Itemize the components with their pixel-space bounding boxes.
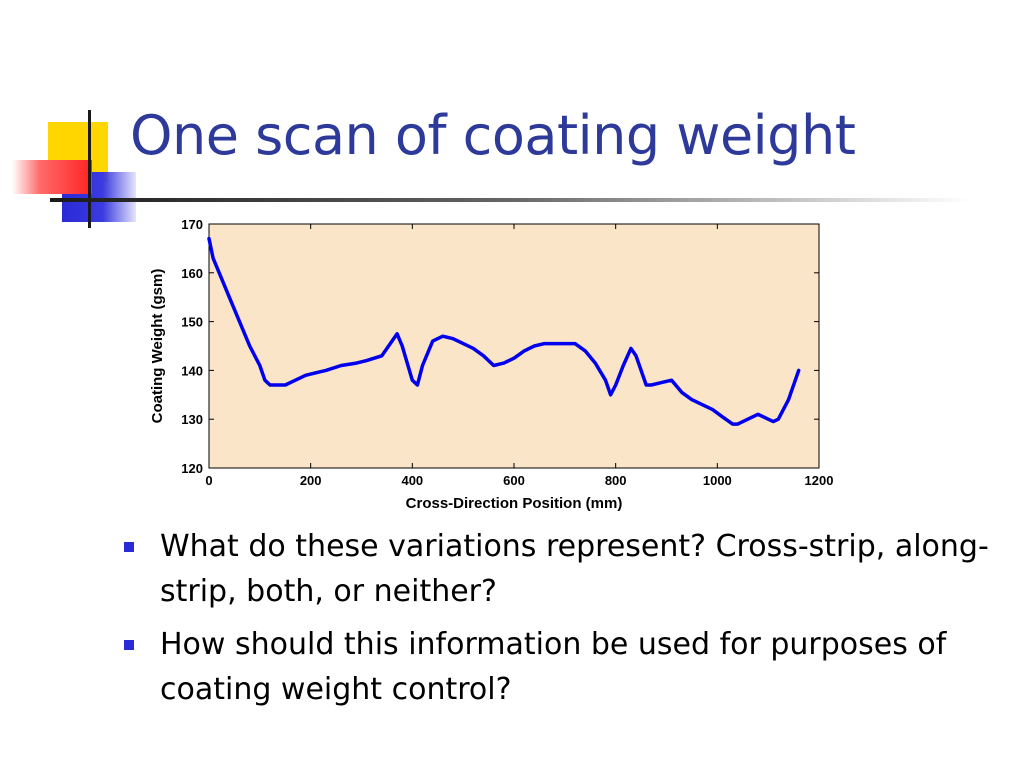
x-tick-label: 0: [205, 473, 212, 488]
bullet-list: What do these variations represent? Cros…: [118, 524, 998, 720]
x-tick-label: 600: [503, 473, 525, 488]
series-line: [207, 236, 801, 426]
bullet-item: What do these variations represent? Cros…: [118, 524, 998, 614]
bullet-text: How should this information be used for …: [160, 627, 947, 707]
logo-vertical-line: [88, 110, 91, 228]
bullet-item: How should this information be used for …: [118, 622, 998, 712]
y-tick-label: 170: [181, 217, 203, 232]
y-axis-label: Coating Weight (gsm): [149, 269, 166, 424]
x-tick-label: 1200: [805, 473, 834, 488]
plot-area: [208, 223, 820, 469]
title-underline: [50, 198, 970, 202]
bullet-square-icon: [124, 542, 134, 552]
y-tick-label: 150: [181, 315, 203, 330]
x-tick-label: 800: [605, 473, 627, 488]
x-tick-label: 400: [401, 473, 423, 488]
x-tick-label: 1000: [703, 473, 732, 488]
y-tick-label: 130: [181, 412, 203, 427]
bullet-text: What do these variations represent? Cros…: [160, 529, 989, 609]
slide-title: One scan of coating weight: [130, 104, 856, 167]
x-tick-label: 200: [300, 473, 322, 488]
y-tick-label: 140: [181, 363, 203, 378]
y-tick-label: 160: [181, 266, 203, 281]
logo-red-bar: [12, 160, 92, 194]
y-tick-label: 120: [181, 461, 203, 476]
bullet-square-icon: [124, 640, 134, 650]
x-axis-label: Cross-Direction Position (mm): [406, 495, 623, 512]
